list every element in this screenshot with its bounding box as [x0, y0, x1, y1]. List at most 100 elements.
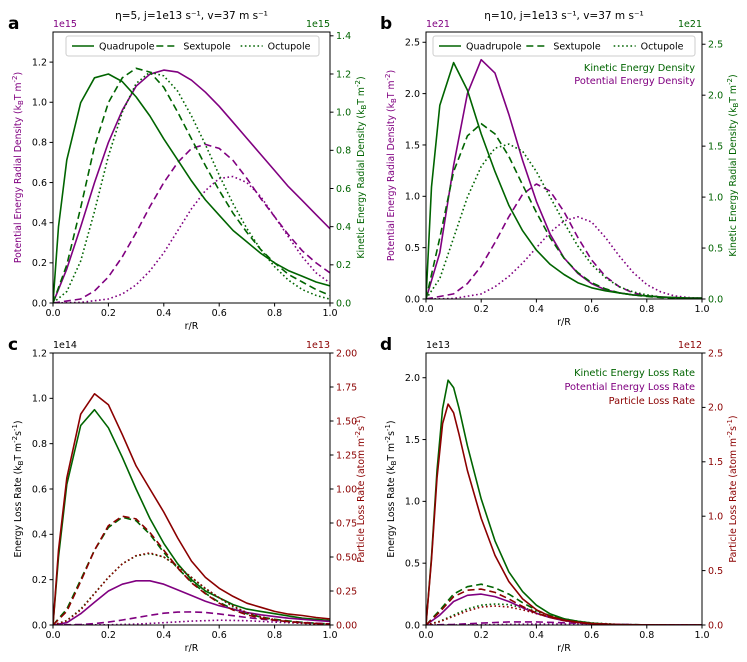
chart-title: η=10, j=1e13 s⁻¹, v=37 m s⁻¹ [484, 10, 643, 22]
y-right-tick-label: 2.5 [708, 348, 723, 359]
x-tick-label: 1.0 [694, 304, 709, 315]
y-left-axis-label: Energy Loss Rate (kBT m-2s-1) [384, 420, 398, 557]
x-tick-label: 0.6 [212, 630, 227, 641]
x-tick-label: 0.6 [584, 630, 599, 641]
y-left-tick-label: 1.0 [405, 497, 420, 508]
series-line-particle-quadrupole [426, 403, 702, 625]
y-left-offset: 1e14 [53, 340, 77, 351]
y-right-tick-label: 2.0 [708, 90, 723, 101]
y-left-tick-label: 0.0 [405, 620, 420, 631]
x-tick-label: 0.8 [639, 630, 654, 641]
panel-label: a [8, 14, 19, 34]
y-right-tick-label: 0.5 [708, 566, 723, 577]
series-group [426, 58, 702, 299]
y-left-tick-label: 0.5 [405, 558, 420, 569]
y-right-tick-label: 1.25 [336, 450, 357, 461]
y-right-tick-label: 0.0 [336, 298, 351, 309]
y-right-tick-label: 1.00 [336, 484, 357, 495]
series-line-kinetic-octupole [426, 143, 702, 299]
y-right-axis-label: Particle Loss Rate (atom m-2s-1) [354, 415, 367, 562]
x-tick-label: 0.4 [156, 630, 171, 641]
y-right-offset: 1e15 [306, 19, 330, 30]
panel-label: d [380, 335, 392, 355]
y-left-axis-label: Energy Loss Rate (kBT m-2s-1) [11, 420, 25, 557]
y-left-tick-label: 0.5 [405, 243, 420, 254]
x-tick-label: 0.6 [212, 308, 227, 319]
x-tick-label: 0.4 [156, 308, 171, 319]
y-left-tick-label: 2.5 [405, 38, 420, 49]
series-line-potential-octupole [53, 175, 330, 303]
x-tick-label: 1.0 [322, 308, 337, 319]
legend-text-kinetic-energy-density: Kinetic Energy Density [584, 63, 695, 74]
y-right-tick-label: 2.00 [336, 348, 357, 359]
y-right-tick-label: 2.5 [708, 40, 723, 51]
x-axis-label: r/R [557, 317, 571, 328]
y-left-tick-label: 1.5 [405, 435, 420, 446]
y-right-tick-label: 1.5 [708, 141, 723, 152]
legend-label-quadrupole: Quadrupole [99, 41, 155, 52]
y-right-axis-label: Kinetic Energy Radial Density (kBT m-2) [354, 76, 368, 258]
y-left-tick-label: 2.0 [405, 89, 420, 100]
y-left-axis-label: Potential Energy Radial Density (kBT m-2… [384, 70, 398, 261]
y-left-offset: 1e13 [426, 340, 450, 351]
x-tick-label: 1.0 [694, 630, 709, 641]
legend-box [65, 35, 320, 57]
y-left-offset: 1e15 [53, 19, 77, 30]
y-right-tick-label: 1.5 [708, 457, 723, 468]
y-right-tick-label: 1.75 [336, 382, 357, 393]
x-axis-label: r/R [185, 643, 199, 654]
legend: Quadrupole Sextupole Octupole [432, 35, 696, 57]
y-right-tick-label: 0.50 [336, 552, 357, 563]
series-line-potential-quadrupole [53, 69, 330, 303]
x-tick-label: 0.0 [418, 630, 433, 641]
series-line-kinetic-sextupole [426, 122, 702, 299]
y-right-tick-label: 0.6 [336, 184, 351, 195]
y-right-tick-label: 0.25 [336, 586, 357, 597]
x-tick-label: 0.2 [474, 304, 489, 315]
plot-frame [425, 31, 703, 300]
legend-text-potential-energy-loss-rate: Potential Energy Loss Rate [564, 382, 695, 393]
y-right-tick-label: 1.0 [336, 107, 351, 118]
y-right-tick-label: 0.0 [708, 620, 723, 631]
y-right-tick-label: 0.4 [336, 222, 351, 233]
y-left-tick-label: 0.0 [405, 294, 420, 305]
legend-label-octupole: Octupole [641, 41, 684, 52]
x-tick-label: 0.6 [584, 304, 599, 315]
y-right-tick-label: 0.00 [336, 620, 357, 631]
y-left-tick-label: 0.0 [32, 298, 47, 309]
series-group [426, 379, 702, 625]
series-group [53, 392, 330, 625]
y-right-tick-label: 1.0 [708, 192, 723, 203]
series-line-kinetic-quadrupole [426, 61, 702, 299]
series-line-potential-sextupole [53, 143, 330, 303]
chart-c: 0.0 0.2 0.4 0.6 0.8 1.0 r/R 0.0 0.2 0.4 0.6 0.8 1.0 1… [8, 335, 367, 654]
plot-frame [52, 31, 331, 304]
series-line-potential-quadrupole [53, 579, 330, 625]
y-left-tick-label: 0.4 [32, 530, 47, 541]
series-line-particle-octupole [53, 552, 330, 625]
x-tick-label: 0.4 [529, 304, 544, 315]
y-right-axis-label: Kinetic Energy Radial Density (kBT m-2) [726, 74, 740, 256]
x-axis-label: r/R [185, 321, 199, 332]
y-right-tick-label: 1.2 [336, 69, 351, 80]
series-line-kinetic-octupole [426, 603, 702, 625]
series-line-potential-quadrupole [426, 58, 702, 299]
series-line-potential-sextupole [426, 183, 702, 299]
y-right-tick-label: 0.5 [708, 243, 723, 254]
series-line-kinetic-octupole [53, 71, 330, 303]
legend: Quadrupole Sextupole Octupole [65, 35, 320, 57]
y-right-tick-label: 0.8 [336, 146, 351, 157]
chart-a: 0.0 0.2 0.4 0.6 0.8 1.0 r/R 0.0 0.2 0.4 0.6 0.8 1.0 1… [8, 10, 368, 332]
y-right-tick-label: 0.75 [336, 518, 357, 529]
series-line-kinetic-quadrupole [426, 379, 702, 625]
y-left-tick-label: 0.2 [32, 575, 47, 586]
x-tick-label: 0.0 [45, 630, 60, 641]
x-tick-label: 0.8 [267, 308, 282, 319]
y-right-offset: 1e13 [306, 340, 330, 351]
legend-label-quadrupole: Quadrupole [466, 41, 522, 52]
y-right-tick-label: 1.0 [708, 512, 723, 523]
x-tick-label: 1.0 [322, 630, 337, 641]
series-line-particle-sextupole [53, 515, 330, 625]
y-left-tick-label: 2.0 [405, 373, 420, 384]
